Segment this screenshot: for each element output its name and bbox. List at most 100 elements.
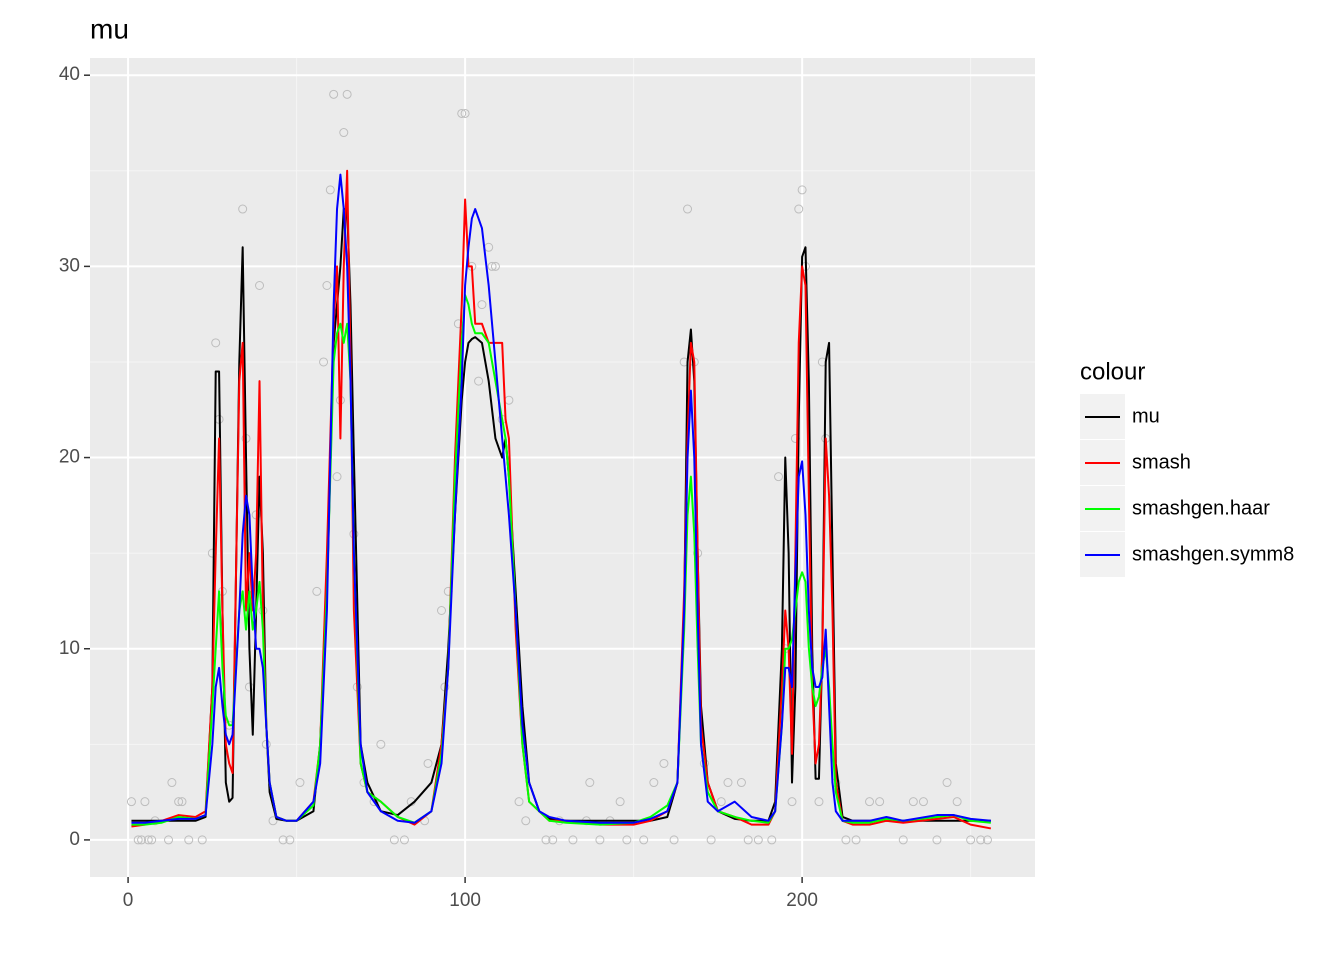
data-point [841,835,851,845]
data-point [774,472,784,482]
legend-label: smashgen.symm8 [1132,543,1294,565]
axes: 0 100 200 0 10 20 30 40 [59,64,818,911]
data-point [278,835,288,845]
data-point [932,835,942,845]
data-point [743,835,753,845]
data-point [548,835,558,845]
data-point [966,835,976,845]
data-point [167,778,177,788]
data-point [490,261,500,271]
y-tick-label: 20 [59,447,80,468]
data-point [184,835,194,845]
data-point [622,835,632,845]
data-point [285,835,295,845]
chart-title: mu [90,13,129,44]
data-point [268,816,278,826]
data-point [851,835,861,845]
legend-label: smash [1132,451,1191,473]
data-point [649,778,659,788]
data-point [164,835,174,845]
series-line [131,173,991,824]
data-point [683,204,693,214]
data-point [197,835,207,845]
data-point [767,835,777,845]
data-point [787,797,797,807]
data-point [312,586,322,596]
data-point [238,204,248,214]
data-point [753,835,763,845]
x-tick-label: 100 [449,890,481,911]
data-point [376,739,386,749]
data-point [794,204,804,214]
data-point [814,797,824,807]
data-point [457,108,467,118]
data-point [329,89,339,99]
data-point [143,835,153,845]
series-line [131,208,991,822]
data-point [797,185,807,195]
data-point [908,797,918,807]
data-point [736,778,746,788]
data-point [514,797,524,807]
data-point [133,835,143,845]
data-point [952,797,962,807]
data-point [174,797,184,807]
data-point [595,835,605,845]
data-point [918,797,928,807]
data-point [568,835,578,845]
data-point [342,89,352,99]
grid [90,58,1035,877]
y-tick-label: 40 [59,64,80,85]
data-point [140,797,150,807]
data-point [487,261,497,271]
data-point [716,797,726,807]
data-point [211,338,221,348]
data-point [875,797,885,807]
data-point [460,108,470,118]
data-point [177,797,187,807]
legend: colour mu smash smashgen.haar smashgen.symm… [1080,358,1294,577]
data-point [474,376,484,386]
data-point [322,281,332,290]
y-tick-label: 30 [59,255,80,276]
data-point [976,835,986,845]
legend-label: mu [1132,405,1160,427]
data-point [639,835,649,845]
data-point [898,835,908,845]
data-point [477,300,487,310]
data-point [541,835,551,845]
data-point [865,797,875,807]
data-point [659,758,669,768]
legend-title: colour [1080,358,1145,385]
x-tick-label: 200 [786,890,818,911]
data-point [942,778,952,788]
data-point [147,835,157,845]
data-point [706,835,716,845]
data-point [399,835,409,845]
data-point [325,185,335,195]
x-tick-label: 0 [123,890,134,911]
data-point [255,281,265,290]
data-point [585,778,595,788]
data-point [982,835,992,845]
data-point [126,797,136,807]
data-point [389,835,399,845]
data-point [137,835,147,845]
data-point [615,797,625,807]
data-point [423,758,433,768]
plot-panel [90,58,1035,877]
data-point [339,128,349,138]
data-point [437,606,447,615]
y-tick-label: 0 [69,829,80,850]
data-point [669,835,679,845]
y-tick-label: 10 [59,638,80,659]
data-point [521,816,531,826]
data-point [332,472,342,482]
data-point [295,778,305,788]
marks [126,89,992,845]
data-point [723,778,733,788]
series-line [131,169,992,830]
data-point [319,357,329,367]
legend-label: smashgen.haar [1132,497,1270,519]
